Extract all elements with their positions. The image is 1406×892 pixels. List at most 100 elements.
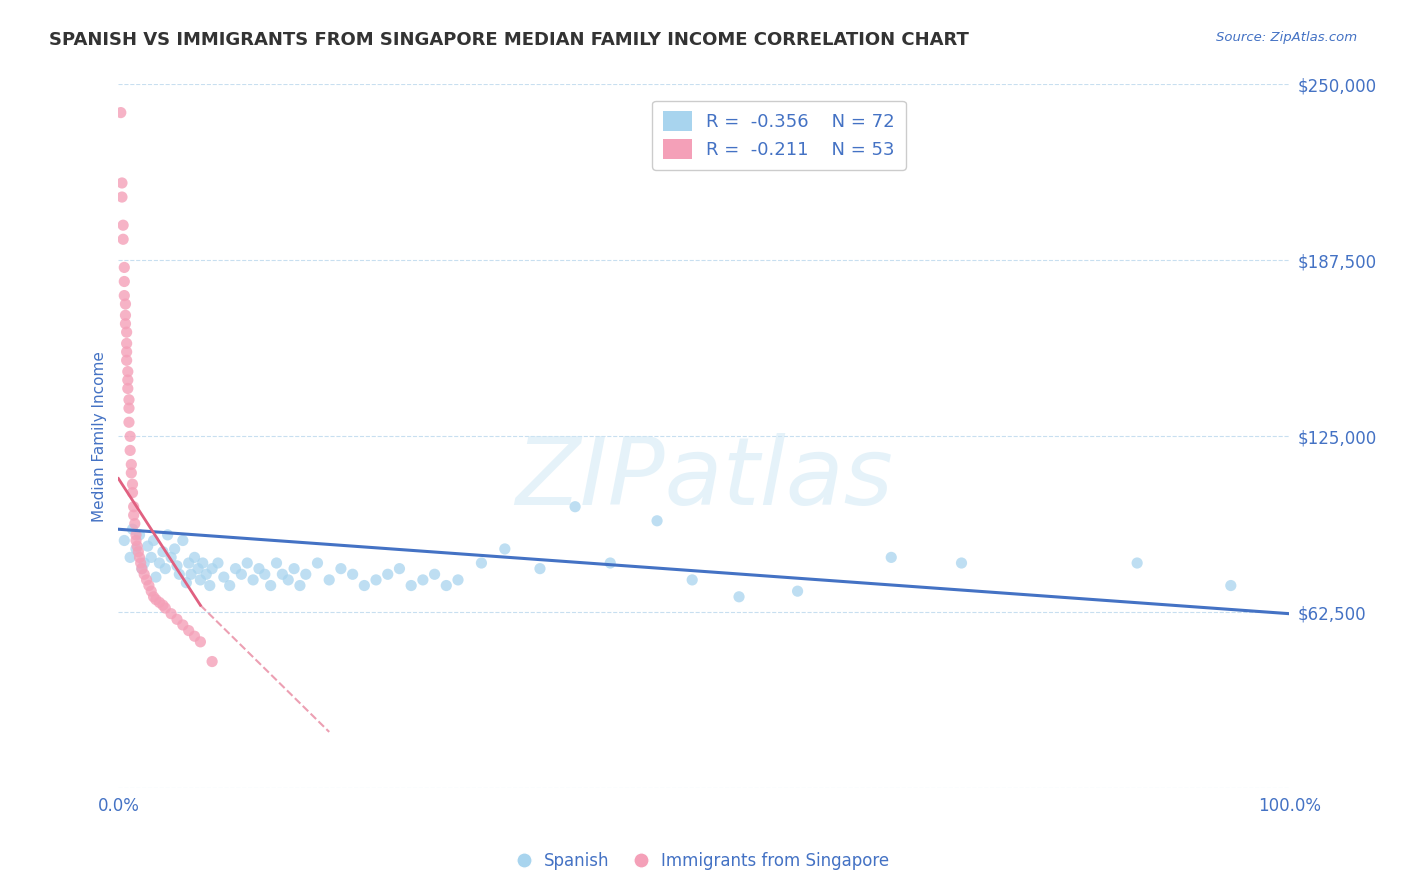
Point <box>177 556 200 570</box>
Point <box>127 539 149 553</box>
Point <box>112 533 135 548</box>
Point <box>131 561 153 575</box>
Point <box>120 429 142 443</box>
Point <box>127 545 149 559</box>
Point <box>599 556 621 570</box>
Point <box>114 308 136 322</box>
Point <box>169 567 191 582</box>
Point <box>190 635 212 649</box>
Point <box>148 595 170 609</box>
Point <box>266 556 288 570</box>
Point <box>183 550 205 565</box>
Y-axis label: Median Family Income: Median Family Income <box>93 351 107 522</box>
Point <box>142 590 165 604</box>
Point <box>412 573 434 587</box>
Point <box>141 584 163 599</box>
Point <box>121 522 143 536</box>
Point <box>880 550 903 565</box>
Point <box>115 353 138 368</box>
Point <box>120 443 142 458</box>
Point <box>117 365 139 379</box>
Point <box>142 533 165 548</box>
Point <box>529 561 551 575</box>
Point <box>120 458 142 472</box>
Text: Source: ZipAtlas.com: Source: ZipAtlas.com <box>1216 31 1357 45</box>
Point <box>201 561 224 575</box>
Point <box>112 218 135 232</box>
Point <box>950 556 973 570</box>
Point <box>201 655 224 669</box>
Point <box>172 533 194 548</box>
Point <box>156 528 179 542</box>
Point <box>728 590 751 604</box>
Point <box>172 618 194 632</box>
Point <box>111 190 134 204</box>
Point <box>247 561 270 575</box>
Point <box>377 567 399 582</box>
Point <box>145 592 167 607</box>
Point <box>115 325 138 339</box>
Point <box>135 573 157 587</box>
Text: ZIPatlas: ZIPatlas <box>515 433 893 524</box>
Point <box>141 550 163 565</box>
Point <box>494 541 516 556</box>
Point <box>191 556 214 570</box>
Point <box>145 570 167 584</box>
Point <box>231 567 253 582</box>
Point <box>166 612 188 626</box>
Point <box>128 550 150 565</box>
Point <box>160 607 183 621</box>
Point <box>364 573 387 587</box>
Point <box>114 297 136 311</box>
Point <box>388 561 411 575</box>
Point <box>134 556 156 570</box>
Point <box>318 573 340 587</box>
Point <box>129 556 152 570</box>
Point <box>183 629 205 643</box>
Point <box>198 578 221 592</box>
Point <box>786 584 808 599</box>
Point <box>128 528 150 542</box>
Point <box>118 415 141 429</box>
Point <box>152 599 174 613</box>
Point <box>118 392 141 407</box>
Point <box>136 539 159 553</box>
Point <box>212 570 235 584</box>
Point <box>163 541 186 556</box>
Point <box>342 567 364 582</box>
Point <box>564 500 586 514</box>
Point <box>277 573 299 587</box>
Point <box>131 561 153 575</box>
Point <box>121 477 143 491</box>
Point <box>1126 556 1149 570</box>
Point <box>447 573 470 587</box>
Point <box>271 567 294 582</box>
Point <box>125 541 148 556</box>
Point <box>329 561 352 575</box>
Point <box>1219 578 1241 592</box>
Point <box>134 567 156 582</box>
Point <box>434 578 457 592</box>
Point <box>120 466 142 480</box>
Point <box>225 561 247 575</box>
Point <box>353 578 375 592</box>
Point <box>236 556 259 570</box>
Point <box>218 578 240 592</box>
Point <box>112 288 135 302</box>
Point <box>122 508 145 523</box>
Point <box>242 573 264 587</box>
Point <box>260 578 283 592</box>
Point <box>152 545 174 559</box>
Point <box>207 556 229 570</box>
Point <box>195 567 218 582</box>
Point <box>112 260 135 275</box>
Point <box>187 561 209 575</box>
Point <box>155 561 177 575</box>
Point <box>138 578 160 592</box>
Point <box>399 578 422 592</box>
Point <box>253 567 276 582</box>
Point <box>645 514 668 528</box>
Point <box>111 176 134 190</box>
Point <box>307 556 329 570</box>
Point <box>121 485 143 500</box>
